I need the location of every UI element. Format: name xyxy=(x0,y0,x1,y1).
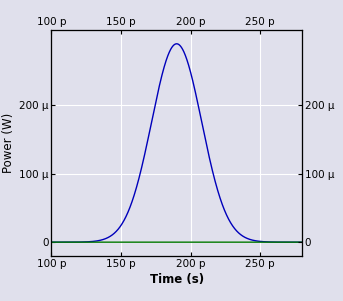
X-axis label: Time (s): Time (s) xyxy=(150,273,204,286)
Y-axis label: Power (W): Power (W) xyxy=(2,113,15,173)
